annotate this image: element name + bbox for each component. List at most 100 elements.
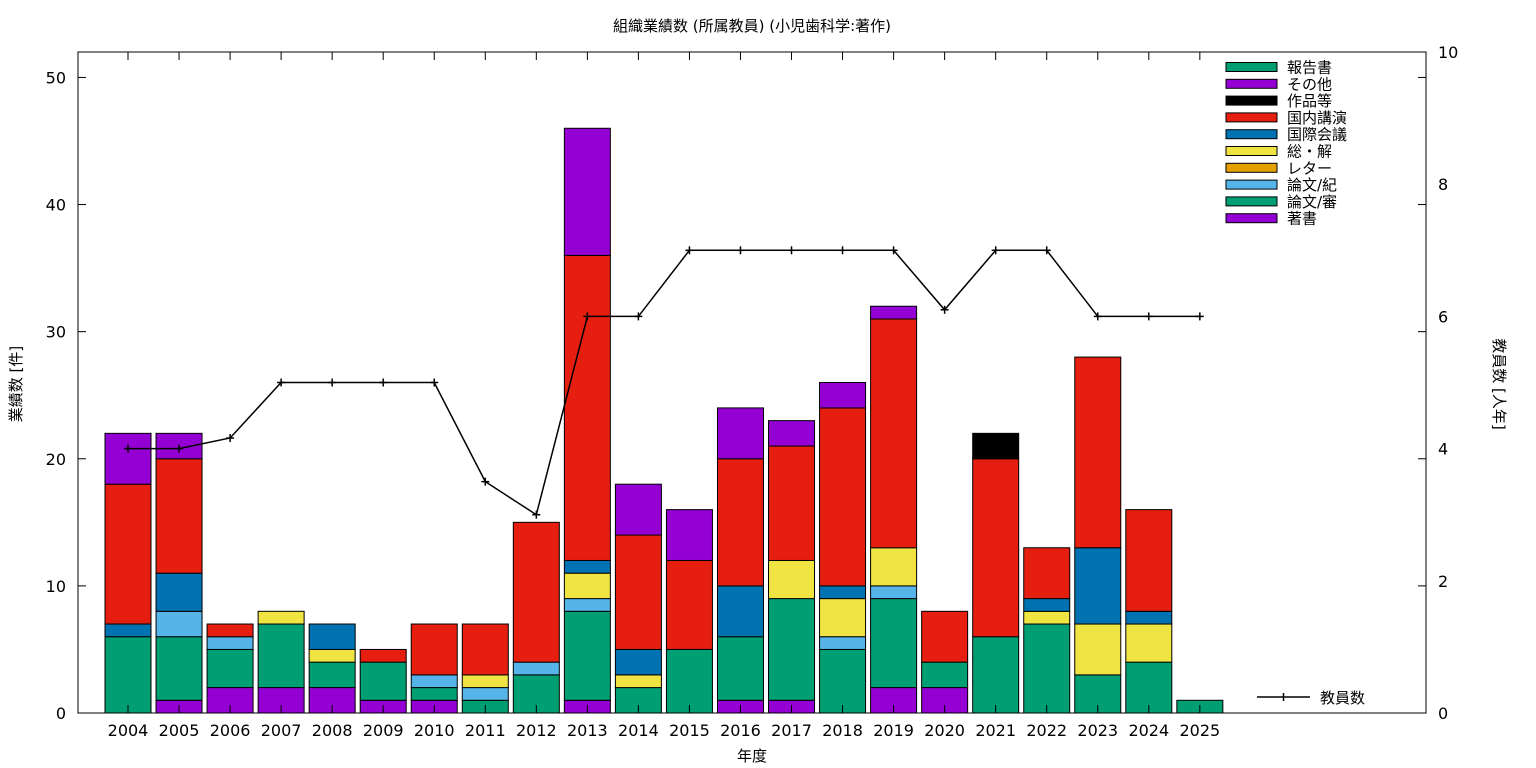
bar-2021-国内講演 (972, 458, 1020, 638)
bar-2004-国際会議 (104, 623, 152, 638)
bar-2013-総・解 (563, 572, 611, 600)
bar-2010-論文-審 (410, 687, 458, 701)
legend-label: その他 (1287, 75, 1332, 93)
y-tick-label: 30 (46, 323, 66, 342)
legend-item-教員数: 教員数 (1257, 689, 1365, 707)
x-tick-label: 2013 (567, 721, 608, 740)
x-tick-label: 2012 (516, 721, 557, 740)
bar-2014-国内講演 (614, 534, 662, 650)
bar-2013-その他 (563, 127, 611, 256)
bar-2005-論文-紀 (155, 610, 203, 638)
faculty-point-2015 (685, 246, 694, 255)
bar-2021-作品等 (972, 432, 1020, 460)
legend-label: 論文/紀 (1287, 176, 1337, 194)
bar-2023-総・解 (1074, 623, 1122, 676)
bar-2005-論文-審 (155, 636, 203, 701)
bar-2024-総・解 (1125, 623, 1173, 663)
bar-2013-論文-審 (563, 610, 611, 701)
legend-item-作品等: 作品等 (1225, 92, 1332, 110)
bar-2012-論文-紀 (512, 661, 560, 676)
bar-2019-国内講演 (870, 318, 918, 549)
x-tick-label: 2007 (261, 721, 302, 740)
x-tick-label: 2010 (414, 721, 455, 740)
legend-label: 国際会議 (1287, 126, 1347, 144)
legend-item-国内講演: 国内講演 (1225, 109, 1347, 127)
bar-2015-その他 (665, 509, 713, 561)
faculty-point-2009 (379, 378, 388, 387)
bar-2009-論文-審 (359, 661, 407, 701)
chart-title: 組織業績数 (所属教員) (小児歯科学:著作) (613, 17, 891, 35)
y-tick-label: 50 (46, 68, 66, 87)
faculty-point-2014 (634, 312, 643, 321)
legend-swatch (1225, 112, 1278, 123)
bar-2011-国内講演 (461, 623, 509, 676)
bar-2011-論文-紀 (461, 687, 509, 701)
x-tick-label: 2004 (108, 721, 149, 740)
x-tick-label: 2023 (1077, 721, 1118, 740)
bar-2005-国際会議 (155, 572, 203, 612)
bar-2024-国際会議 (1125, 610, 1173, 625)
y-tick-label: 10 (46, 577, 66, 596)
legend-item-報告書: 報告書 (1225, 59, 1332, 77)
legend-swatch (1225, 129, 1278, 140)
bar-2019-著書 (870, 687, 918, 714)
bar-2013-国内講演 (563, 254, 611, 561)
faculty-point-2025 (1195, 312, 1204, 321)
bar-2013-国際会議 (563, 559, 611, 574)
bar-2014-その他 (614, 483, 662, 536)
x-tick-label: 2020 (924, 721, 965, 740)
legend-swatch (1225, 78, 1278, 89)
bar-2018-その他 (819, 382, 867, 409)
bar-2011-総・解 (461, 674, 509, 689)
x-tick-label: 2005 (159, 721, 200, 740)
legend-label: 教員数 (1320, 689, 1365, 707)
y2-tick-label: 4 (1438, 440, 1448, 459)
y-tick-label: 0 (56, 704, 66, 723)
bar-2017-論文-審 (768, 598, 816, 701)
bar-2022-総・解 (1023, 610, 1071, 625)
x-tick-label: 2025 (1179, 721, 1220, 740)
x-tick-label: 2018 (822, 721, 863, 740)
bar-2013-論文-紀 (563, 598, 611, 612)
bar-2018-国内講演 (819, 407, 867, 587)
y-tick-label: 40 (46, 196, 66, 215)
y2-axis-label: 教員数 [人年] (1490, 338, 1508, 429)
y-axis-label: 業績数 [件] (7, 346, 25, 422)
legend-label: 論文/審 (1287, 193, 1337, 211)
bar-2023-国際会議 (1074, 547, 1122, 625)
bar-2010-国内講演 (410, 623, 458, 676)
legend-item-総・解: 総・解 (1225, 143, 1332, 161)
bar-2015-論文-審 (665, 648, 713, 714)
legend-swatch (1225, 146, 1278, 156)
bar-2009-国内講演 (359, 648, 407, 663)
bar-2021-論文-審 (972, 636, 1020, 714)
legend-item-論文-審: 論文/審 (1225, 193, 1337, 211)
x-tick-label: 2022 (1026, 721, 1067, 740)
bar-2019-論文-紀 (870, 585, 918, 600)
bar-2024-国内講演 (1125, 509, 1173, 612)
faculty-point-2010 (430, 378, 439, 387)
y2-tick-label: 6 (1438, 307, 1448, 326)
legend-label: 国内講演 (1287, 109, 1347, 127)
bar-2018-論文-紀 (819, 636, 867, 650)
y2-tick-label: 10 (1438, 43, 1458, 62)
faculty-line-layer (124, 246, 1204, 519)
x-tick-label: 2009 (363, 721, 404, 740)
bar-2016-その他 (716, 407, 764, 460)
bar-2022-国際会議 (1023, 598, 1071, 612)
bar-2006-論文-審 (206, 648, 254, 689)
x-tick-label: 2016 (720, 721, 761, 740)
bar-2015-国内講演 (665, 559, 713, 650)
bar-2020-国内講演 (921, 610, 969, 663)
faculty-point-2024 (1144, 312, 1153, 321)
bar-2019-総・解 (870, 547, 918, 587)
bar-2008-論文-審 (308, 661, 356, 689)
y2-tick-label: 8 (1438, 175, 1448, 194)
legend-item-国際会議: 国際会議 (1225, 126, 1347, 144)
bar-2020-論文-審 (921, 661, 969, 689)
legend-item-論文-紀: 論文/紀 (1225, 176, 1337, 194)
faculty-point-2004 (124, 444, 132, 453)
bar-2017-総・解 (768, 559, 816, 600)
axes-layer: 0 10 20 30 40 50 0 2 4 6 8 10 2004 2005 2006 2007 2008 20… (46, 43, 1459, 740)
